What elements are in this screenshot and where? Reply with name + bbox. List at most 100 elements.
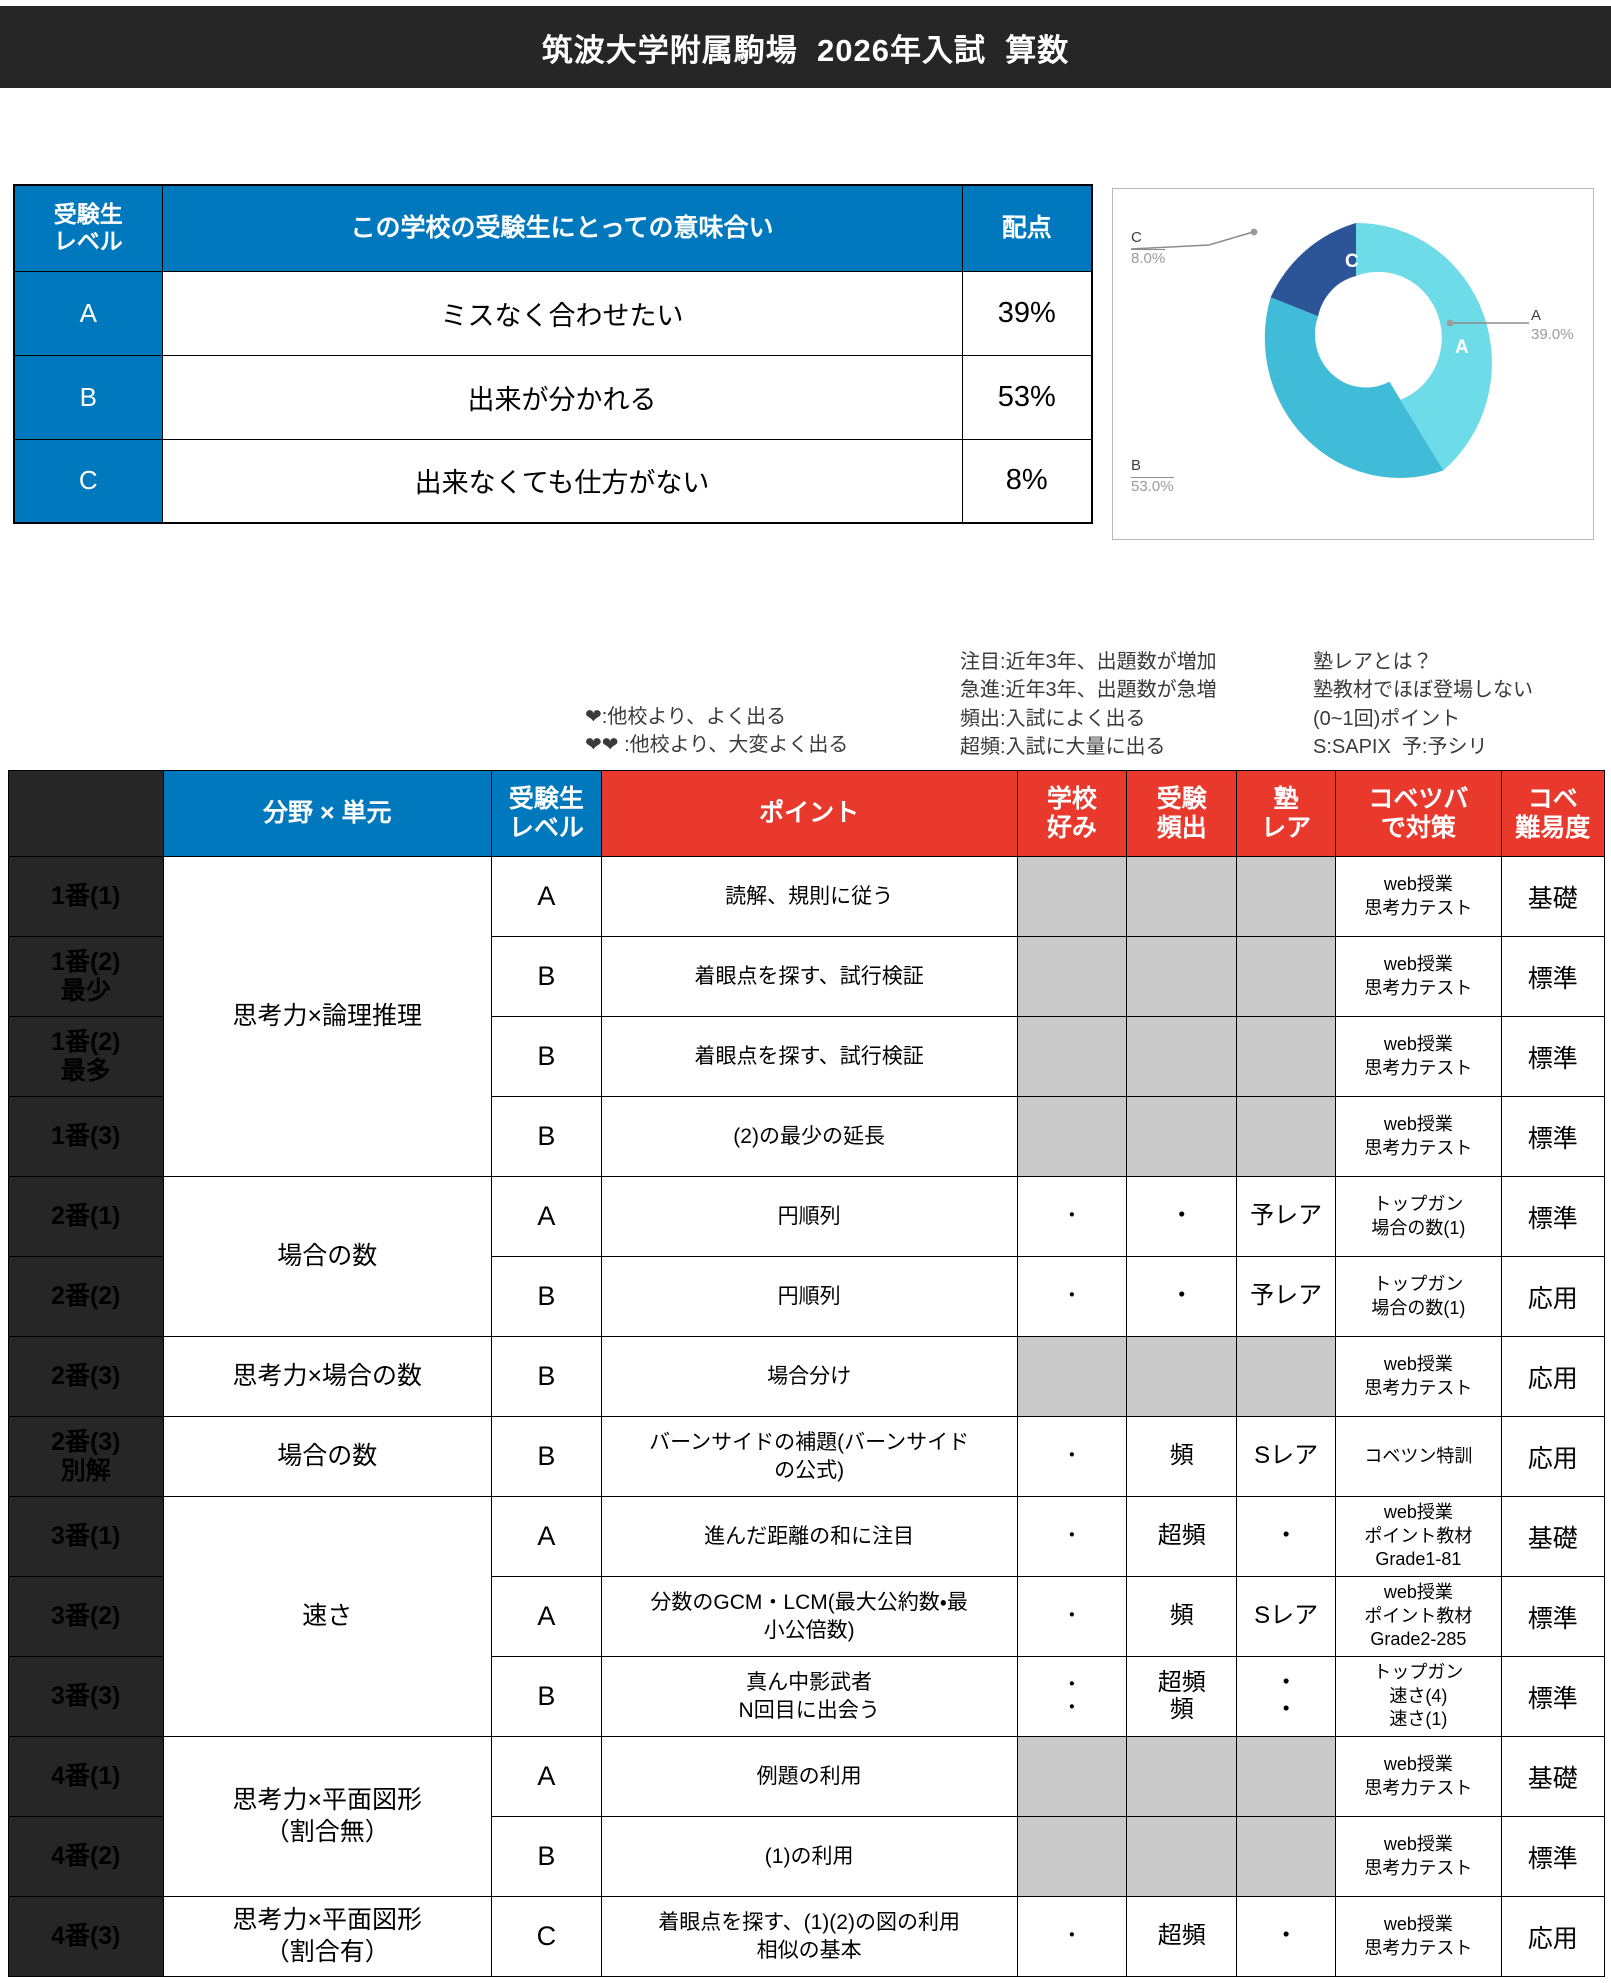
analysis-cell-difficulty: 基礎 [1500, 1496, 1605, 1577]
summary-table-wrap: 受験生 レベル この学校の受験生にとっての意味合い 配点 A ミスなく合わせたい 3… [13, 184, 1093, 524]
analysis-table-row: 3番(2) A 分数のGCM・LCM(最大公約数・最 小公倍数) ・頻 Sレア web授業… [8, 1576, 1605, 1657]
analysis-cell-kobetsuba: コベツン特訓 [1335, 1416, 1502, 1497]
donut-callout-a-pct: 39.0% [1531, 325, 1574, 343]
analysis-col-level: 受験生 レベル [490, 770, 602, 857]
analysis-cell-exam-freq: 超頻 頻 [1126, 1656, 1238, 1737]
summary-row: A ミスなく合わせたい 39% [13, 270, 1093, 356]
analysis-cell-point: 例題の利用 [600, 1736, 1018, 1817]
summary-cell-level: C [13, 438, 163, 524]
analysis-cell-level: B [490, 1336, 602, 1417]
analysis-table-body: 1番(1) 思考力×論理推理 A 読解、規則に従う web授業 思考力テスト 基礎 1番(2… [8, 856, 1605, 1977]
summary-cell-score: 53% [961, 354, 1093, 440]
analysis-table-row: 2番(1) 場合の数 A 円順列・・予レア トップガン 場合の数(1) 標準 [8, 1176, 1605, 1337]
analysis-col-difficulty: コベ 難易度 [1500, 770, 1605, 857]
analysis-cell-kobetsuba: web授業 思考力テスト [1335, 1336, 1502, 1417]
analysis-cell-qno: 1番(1) [8, 856, 164, 937]
analysis-table: 分野 × 単元 受験生 レベル ポイント 学校 好み 受験 頻出 塾 レア コベ… [8, 770, 1605, 1977]
analysis-table-row: 4番(2) B (1)の利用 web授業 思考力テスト 標準 [8, 1816, 1605, 1897]
analysis-cell-point: 着眼点を探す、(1)(2)の図の利用 相似の基本 [600, 1896, 1018, 1977]
analysis-cell-qno: 3番(3) [8, 1656, 164, 1737]
analysis-cell-kobetsuba: web授業 思考力テスト [1335, 936, 1502, 1017]
analysis-cell-kobetsuba: web授業 思考力テスト [1335, 1896, 1502, 1977]
analysis-cell-school-like [1016, 1016, 1128, 1097]
analysis-cell-school-like [1016, 936, 1128, 1017]
analysis-cell-qno: 2番(3) [8, 1336, 164, 1417]
analysis-cell-difficulty: 標準 [1500, 1576, 1605, 1657]
analysis-cell-school-like [1016, 1816, 1128, 1897]
summary-col-meaning: この学校の受験生にとっての意味合い [161, 184, 963, 272]
analysis-cell-school-like [1016, 1096, 1128, 1177]
analysis-cell-juku-rare [1236, 1336, 1337, 1417]
analysis-cell-exam-freq [1126, 1016, 1238, 1097]
donut-slice-c [1270, 223, 1356, 317]
analysis-cell-level: B [490, 1816, 602, 1897]
summary-row: B 出来が分かれる 53% [13, 354, 1093, 440]
summary-cell-meaning: 出来なくても仕方がない [161, 438, 963, 524]
analysis-cell-exam-freq: ・ [1126, 1176, 1238, 1257]
analysis-cell-exam-freq: 超頻 [1126, 1496, 1238, 1577]
analysis-cell-qno: 2番(1) [8, 1176, 164, 1257]
analysis-cell-juku-rare [1236, 1016, 1337, 1097]
analysis-cell-field: 思考力×場合の数 [162, 1336, 492, 1417]
analysis-cell-qno: 1番(2) 最多 [8, 1016, 164, 1097]
analysis-table-row: 2番(3) 思考力×場合の数 B 場合分け web授業 思考力テスト 応用 [8, 1336, 1605, 1417]
analysis-cell-qno: 4番(2) [8, 1816, 164, 1897]
analysis-cell-point: (1)の利用 [600, 1816, 1018, 1897]
analysis-cell-level: A [490, 1176, 602, 1257]
donut-leader-lines [1130, 228, 1529, 327]
analysis-cell-exam-freq [1126, 1336, 1238, 1417]
analysis-col-field: 分野 × 単元 [162, 770, 492, 857]
analysis-cell-difficulty: 応用 [1500, 1416, 1605, 1497]
summary-cell-level: B [13, 354, 163, 440]
analysis-table-row: 2番(2) B 円順列・・予レア トップガン 場合の数(1) 応用 [8, 1256, 1605, 1337]
analysis-cell-field: 思考力×論理推理 [162, 856, 492, 1177]
donut-tag-c: C [1345, 251, 1359, 272]
analysis-cell-juku-rare: ・ ・ [1236, 1656, 1337, 1737]
analysis-cell-exam-freq: 頻 [1126, 1416, 1238, 1497]
analysis-col-kobetsuba: コベツバ で対策 [1335, 770, 1502, 857]
donut-chart-svg [1264, 222, 1492, 478]
analysis-cell-point: 着眼点を探す、試行検証 [600, 936, 1018, 1017]
donut-callout-b: B 53.0% [1131, 457, 1174, 497]
analysis-cell-kobetsuba: web授業 思考力テスト [1335, 1016, 1502, 1097]
analysis-cell-qno: 1番(3) [8, 1096, 164, 1177]
analysis-col-qno [8, 770, 164, 857]
analysis-cell-qno: 2番(2) [8, 1256, 164, 1337]
analysis-table-row: 2番(3) 別解 場合の数 B バーンサイドの補題(バーンサイド の公式) ・頻 Sレアコ… [8, 1416, 1605, 1497]
analysis-cell-level: C [490, 1896, 602, 1977]
analysis-cell-level: A [490, 856, 602, 937]
analysis-cell-difficulty: 標準 [1500, 1176, 1605, 1257]
analysis-cell-difficulty: 標準 [1500, 936, 1605, 1017]
donut-callout-c-name: C [1131, 229, 1166, 250]
analysis-cell-point: バーンサイドの補題(バーンサイド の公式) [600, 1416, 1018, 1497]
donut-callout-a: A 39.0% [1531, 307, 1574, 345]
analysis-cell-kobetsuba: web授業 思考力テスト [1335, 856, 1502, 937]
analysis-cell-kobetsuba: web授業 思考力テスト [1335, 1096, 1502, 1177]
analysis-cell-exam-freq: 超頻 [1126, 1896, 1238, 1977]
analysis-cell-kobetsuba: トップガン 場合の数(1) [1335, 1256, 1502, 1337]
analysis-cell-exam-freq: 頻 [1126, 1576, 1238, 1657]
analysis-table-row: 1番(3) B (2)の最少の延長 web授業 思考力テスト 標準 [8, 1096, 1605, 1177]
analysis-cell-qno: 2番(3) 別解 [8, 1416, 164, 1497]
analysis-cell-field: 場合の数 [162, 1416, 492, 1497]
analysis-cell-difficulty: 応用 [1500, 1896, 1605, 1977]
analysis-col-school-like: 学校 好み [1016, 770, 1128, 857]
analysis-cell-juku-rare [1236, 1816, 1337, 1897]
analysis-cell-kobetsuba: web授業 思考力テスト [1335, 1816, 1502, 1897]
analysis-cell-kobetsuba: トップガン 速さ(4) 速さ(1) [1335, 1656, 1502, 1737]
donut-callout-b-pct: 53.0% [1131, 477, 1174, 495]
analysis-cell-point: 着眼点を探す、試行検証 [600, 1016, 1018, 1097]
analysis-cell-difficulty: 基礎 [1500, 856, 1605, 937]
analysis-col-point: ポイント [600, 770, 1018, 857]
analysis-cell-difficulty: 基礎 [1500, 1736, 1605, 1817]
summary-col-level: 受験生 レベル [13, 184, 163, 272]
analysis-table-row: 1番(1) 思考力×論理推理 A 読解、規則に従う web授業 思考力テスト 基礎 [8, 856, 1605, 1177]
analysis-cell-point: 分数のGCM・LCM(最大公約数・最 小公倍数) [600, 1576, 1018, 1657]
analysis-cell-difficulty: 標準 [1500, 1816, 1605, 1897]
analysis-cell-qno: 3番(1) [8, 1496, 164, 1577]
donut-tag-b: B [1309, 451, 1323, 472]
analysis-cell-kobetsuba: web授業 ポイント教材 Grade1-81 [1335, 1496, 1502, 1577]
analysis-cell-exam-freq [1126, 856, 1238, 937]
analysis-cell-school-like [1016, 1736, 1128, 1817]
analysis-cell-field: 場合の数 [162, 1176, 492, 1337]
